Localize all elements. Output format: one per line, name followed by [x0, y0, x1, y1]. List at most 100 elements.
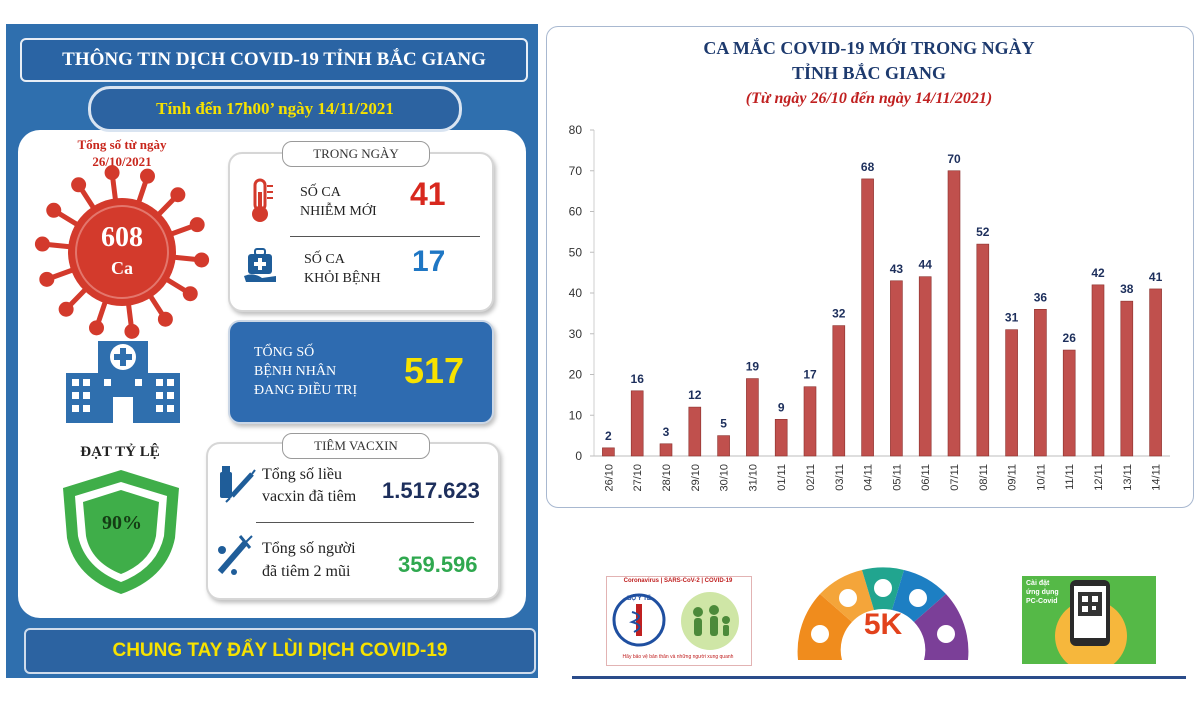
- poster-ministry-text: BỘ Y TẾ: [627, 596, 651, 602]
- virus-icon: [34, 165, 210, 339]
- poster-bottom-text: Hãy bảo vệ bản thân và những người xung …: [622, 654, 734, 660]
- rate-label: ĐẠT TỶ LỆ: [80, 444, 160, 460]
- y-tick-label: 30: [569, 327, 583, 341]
- x-tick-label: 05/11: [891, 464, 903, 491]
- bar-value-label: 2: [605, 429, 612, 443]
- x-tick-label: 09/11: [1007, 464, 1019, 491]
- bar-value-label: 17: [803, 368, 817, 382]
- x-tick-label: 28/10: [661, 464, 673, 492]
- daily-divider: [290, 236, 480, 237]
- recovered-label-2: KHỎI BỆNH: [304, 271, 381, 286]
- y-tick-label: 40: [569, 286, 583, 300]
- x-tick-label: 01/11: [776, 464, 788, 491]
- syringe-icon: [217, 535, 253, 575]
- bar-chart: 0 10 20 30 40 50 60 70 80 2 26/10 16 27/10 3 28/10 12 29…: [569, 123, 1170, 492]
- virus-spike-tip: [89, 320, 105, 336]
- ministry-logo-icon: [612, 593, 666, 647]
- bar-value-label: 32: [832, 307, 846, 321]
- bar-value-label: 9: [778, 400, 785, 414]
- bar: [832, 325, 846, 457]
- treatment-label-2: BỆNH NHÂN: [254, 364, 337, 379]
- bar: [630, 390, 644, 457]
- bar-value-label: 38: [1120, 282, 1134, 296]
- x-tick-label: 02/11: [805, 464, 817, 491]
- chart-title-line-1: CA MẮC COVID-19 MỚI TRONG NGÀY: [703, 38, 1035, 58]
- x-tick-label: 04/11: [863, 464, 875, 491]
- bar: [947, 170, 961, 457]
- bar: [602, 447, 615, 457]
- x-tick-label: 30/10: [719, 464, 731, 492]
- bar-value-label: 68: [861, 160, 875, 174]
- recovered-value: 17: [412, 245, 446, 278]
- virus-spike-tip: [104, 165, 120, 181]
- bar: [803, 386, 817, 457]
- bar: [1005, 329, 1018, 457]
- daily-tag: TRONG NGÀY: [282, 141, 430, 167]
- bar-value-label: 44: [919, 258, 933, 272]
- bar: [1091, 284, 1105, 457]
- doses-value: 1.517.623: [382, 478, 480, 503]
- x-tick-label: 03/11: [834, 464, 846, 491]
- total-cases-value: 608: [101, 222, 143, 253]
- y-tick-label: 50: [569, 245, 583, 259]
- virus-spike-tip: [182, 286, 198, 302]
- x-tick-label: 29/10: [690, 464, 702, 492]
- app-text-1: Cài đặt: [1026, 580, 1050, 587]
- bar: [1062, 349, 1076, 457]
- y-tick-label: 80: [569, 123, 583, 137]
- fivek-wheel-icon: [797, 567, 969, 660]
- footer-slogan: CHUNG TAY ĐẨY LÙI DỊCH COVID-19: [24, 628, 536, 674]
- virus-spike-tip: [124, 323, 140, 339]
- x-tick-label: 10/11: [1035, 464, 1047, 491]
- bar: [688, 406, 702, 457]
- bar: [717, 435, 730, 457]
- virus-spike-tip: [39, 271, 55, 287]
- poster-top-text: Coronavirus | SARS-CoV-2 | COVID-19: [623, 578, 733, 584]
- fivek-label: 5K: [863, 608, 903, 641]
- total-since-label: Tổng số từ ngày 26/10/2021: [77, 137, 167, 169]
- bar-value-label: 19: [746, 360, 760, 374]
- bar-value-label: 70: [947, 152, 961, 166]
- new-cases-label-2: NHIỄM MỚI: [300, 204, 377, 219]
- treatment-card: [228, 320, 494, 424]
- bar-value-label: 26: [1063, 331, 1077, 345]
- new-cases-label-1: SỐ CA: [300, 185, 341, 200]
- vaccine-vial-icon: [220, 466, 256, 503]
- bar: [1149, 288, 1162, 457]
- bar-value-label: 12: [688, 388, 702, 402]
- app-text-3: PC-Covid: [1026, 598, 1058, 605]
- hospital-icon: [66, 341, 180, 423]
- vaccine-tag: TIÊM VACXIN: [282, 433, 430, 459]
- x-tick-label: 14/11: [1151, 464, 1163, 491]
- chart-title-line-2: TỈNH BẮC GIANG: [791, 63, 947, 83]
- x-tick-label: 06/11: [920, 464, 932, 491]
- chart-subtitle: (Từ ngày 26/10 đến ngày 14/11/2021): [745, 90, 993, 107]
- bar: [918, 276, 932, 457]
- treatment-value: 517: [404, 350, 465, 391]
- x-tick-label: 07/11: [949, 464, 961, 491]
- people-value: 359.596: [398, 552, 478, 577]
- bar: [774, 419, 788, 457]
- x-tick-label: 11/11: [1064, 464, 1076, 490]
- bar: [1034, 309, 1047, 457]
- bar-value-label: 41: [1149, 270, 1163, 284]
- y-tick-label: 60: [569, 205, 583, 219]
- bar-value-label: 36: [1034, 290, 1048, 304]
- y-tick-label: 0: [575, 449, 582, 463]
- y-tick-label: 70: [569, 164, 583, 178]
- total-cases-unit: Ca: [111, 258, 133, 278]
- bar-value-label: 42: [1091, 266, 1105, 280]
- x-tick-label: 31/10: [747, 464, 759, 492]
- x-tick-label: 13/11: [1122, 464, 1134, 491]
- thermometer-icon: [252, 178, 273, 222]
- daily-card: [228, 152, 494, 312]
- bar: [746, 378, 759, 457]
- people-label-2: đã tiêm 2 mũi: [262, 563, 351, 580]
- bottom-divider: [572, 676, 1186, 679]
- virus-spike-tip: [58, 301, 74, 317]
- virus-spike-tip: [34, 236, 50, 252]
- bar-value-label: 3: [663, 425, 670, 439]
- vaccine-divider: [256, 522, 474, 523]
- people-label-1: Tổng số người: [262, 540, 356, 557]
- virus-spike-tip: [46, 202, 62, 218]
